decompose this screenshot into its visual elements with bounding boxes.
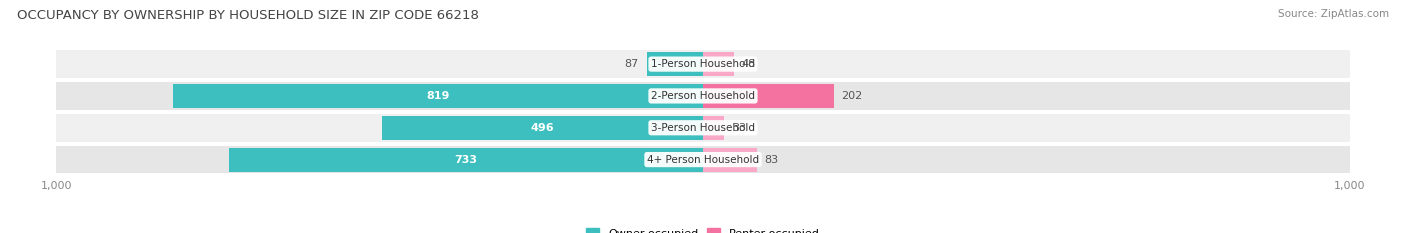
Text: 2-Person Household: 2-Person Household — [651, 91, 755, 101]
Text: 4+ Person Household: 4+ Person Household — [647, 154, 759, 164]
Bar — [647, 52, 703, 76]
Bar — [56, 146, 1350, 173]
Bar — [703, 52, 734, 76]
Bar — [703, 148, 756, 171]
Bar — [56, 82, 1350, 110]
Bar — [703, 84, 834, 108]
Text: 819: 819 — [426, 91, 450, 101]
Text: 496: 496 — [531, 123, 554, 133]
Legend: Owner-occupied, Renter-occupied: Owner-occupied, Renter-occupied — [581, 224, 825, 233]
Bar — [703, 116, 724, 140]
Text: 202: 202 — [841, 91, 863, 101]
Bar — [229, 148, 703, 171]
Text: 1-Person Household: 1-Person Household — [651, 59, 755, 69]
Text: Source: ZipAtlas.com: Source: ZipAtlas.com — [1278, 9, 1389, 19]
Text: 87: 87 — [624, 59, 638, 69]
Bar — [56, 50, 1350, 78]
Bar — [382, 116, 703, 140]
Bar — [56, 114, 1350, 142]
Text: 48: 48 — [742, 59, 756, 69]
Text: 733: 733 — [454, 154, 478, 164]
Text: OCCUPANCY BY OWNERSHIP BY HOUSEHOLD SIZE IN ZIP CODE 66218: OCCUPANCY BY OWNERSHIP BY HOUSEHOLD SIZE… — [17, 9, 479, 22]
Text: 83: 83 — [765, 154, 779, 164]
Text: 33: 33 — [733, 123, 747, 133]
Text: 3-Person Household: 3-Person Household — [651, 123, 755, 133]
Bar — [173, 84, 703, 108]
